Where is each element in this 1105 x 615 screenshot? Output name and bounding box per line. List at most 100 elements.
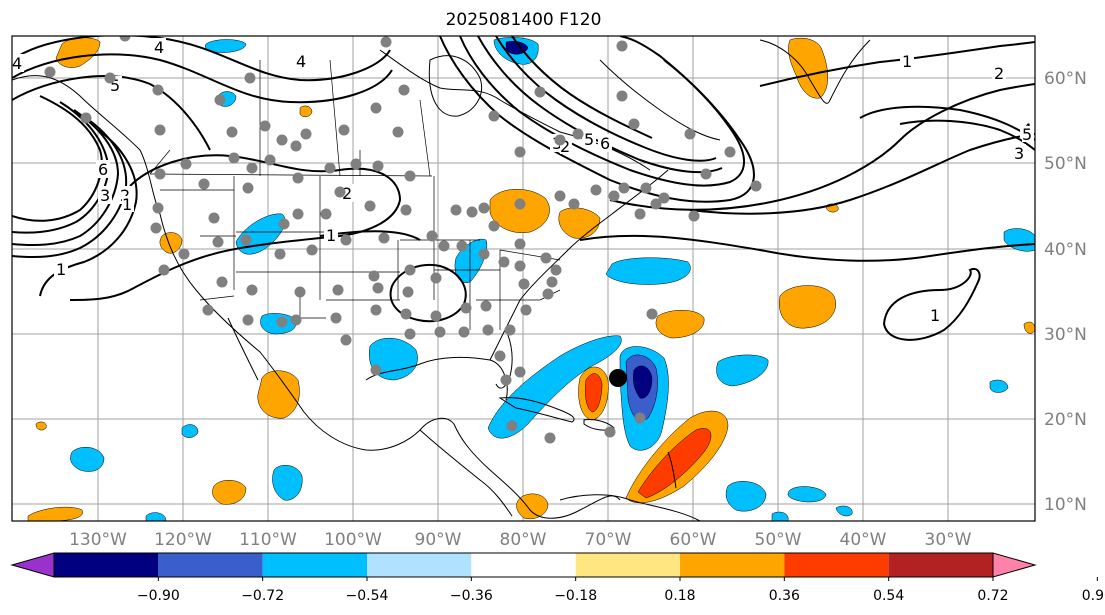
contour-label: 2 [994, 64, 1004, 83]
station-marker [604, 426, 616, 438]
station-marker [450, 204, 462, 216]
colorbar-tick-label: 0.90 [1082, 588, 1105, 604]
station-marker [482, 324, 494, 336]
station-marker [402, 286, 414, 298]
lat-label: 20°N [1044, 410, 1087, 430]
south-america [559, 494, 701, 521]
station-marker [634, 208, 646, 220]
station-marker [208, 212, 220, 224]
station-marker [259, 120, 271, 132]
station-marker [458, 326, 470, 338]
navy-blob-atlantic [633, 365, 653, 399]
colorbar-segment [367, 553, 472, 577]
negative-anomaly-fields [70, 37, 1035, 521]
station-marker [364, 200, 376, 212]
colorbar-segment [471, 553, 576, 577]
station-marker [608, 190, 620, 202]
station-marker [198, 178, 210, 190]
lon-label: 60°W [670, 530, 717, 550]
contour-label: 4 [12, 54, 22, 73]
station-marker [466, 206, 478, 218]
orange-blob-great-lakes [489, 189, 550, 234]
station-marker [380, 36, 392, 48]
station-marker [178, 248, 190, 260]
station-marker [618, 182, 630, 194]
colorbar-tick-label: −0.54 [346, 588, 389, 604]
colorbar-segment [680, 553, 785, 577]
station-marker [488, 220, 500, 232]
colorbar-segment [262, 553, 367, 577]
blue-blob-atlantic-east [716, 354, 769, 387]
station-marker [514, 198, 526, 210]
lat-label: 60°N [1044, 69, 1087, 89]
east-coast [489, 169, 669, 361]
contour-label: 1 [902, 52, 912, 71]
station-marker [154, 124, 166, 136]
colorbar-tick-label: 0.72 [977, 588, 1008, 604]
station-marker [290, 314, 302, 326]
station-marker [214, 94, 226, 106]
lon-label: 120°W [154, 530, 212, 550]
station-marker [590, 184, 602, 196]
orange-blob-alaska [55, 37, 101, 68]
station-marker [550, 264, 562, 276]
contour-label: 1 [122, 195, 132, 214]
colorbar-extend-high [992, 552, 1037, 578]
longitude-labels: 130°W 120°W 110°W 100°W 90°W 80°W 70°W 60°W 50°W… [69, 530, 972, 550]
blue-blob-atlantic-south2 [787, 486, 827, 503]
contour-label: 1 [326, 226, 336, 245]
orange-blob-sw2 [35, 421, 47, 431]
station-marker [44, 66, 56, 78]
station-marker [246, 284, 258, 296]
station-marker [292, 208, 304, 220]
station-marker [392, 126, 404, 138]
contour-lines [12, 36, 1035, 341]
blue-blob-small-1 [181, 424, 199, 438]
station-marker [368, 270, 380, 282]
map-area: 4 4 5 4 3 2 6 1 1 2 3 5 6 4 [12, 36, 1035, 521]
lon-label: 70°W [585, 530, 632, 550]
station-marker [290, 140, 302, 152]
station-marker [430, 310, 442, 322]
station-marker [504, 324, 516, 336]
blue-blob-atlantic-mid [605, 257, 691, 285]
station-marker [338, 124, 350, 136]
colorbar-tick-label: 0.54 [873, 588, 904, 604]
red-blob-hispaniola [585, 373, 603, 413]
colorbar-segment [784, 553, 889, 577]
station-marker [294, 286, 306, 298]
station-marker [212, 236, 224, 248]
station-marker [276, 316, 288, 328]
station-marker [150, 222, 162, 234]
lon-label: 100°W [324, 530, 382, 550]
lat-label: 30°N [1044, 325, 1087, 345]
contour-label: 2 [342, 184, 352, 203]
station-marker [700, 168, 712, 180]
station-marker [158, 264, 170, 276]
colorbar-tick-label: −0.36 [450, 588, 493, 604]
lon-label: 110°W [239, 530, 297, 550]
station-marker [202, 304, 214, 316]
station-marker [370, 102, 382, 114]
station-marker [520, 304, 532, 316]
colorbar-extend-low [10, 552, 55, 578]
map-frame [11, 35, 1036, 522]
blue-blob-pacific-sw [70, 446, 105, 472]
station-marker [332, 284, 344, 296]
colorbar-segment [54, 553, 159, 577]
station-marker [404, 328, 416, 340]
central-america [419, 429, 513, 517]
orange-blob-east-edge [1023, 321, 1035, 334]
colorbar-tick-label: −0.90 [137, 588, 180, 604]
station-marker [514, 366, 526, 378]
station-marker [658, 192, 670, 204]
contour-label: 2 [560, 137, 570, 156]
orange-blob-atlantic-30n [778, 285, 836, 329]
station-marker [426, 230, 438, 242]
colorbar-segment [888, 553, 993, 577]
station-marker [404, 264, 416, 276]
positive-anomaly-fields [27, 37, 1035, 521]
station-marker [572, 128, 584, 140]
station-marker [518, 278, 530, 290]
station-marker [646, 308, 658, 320]
